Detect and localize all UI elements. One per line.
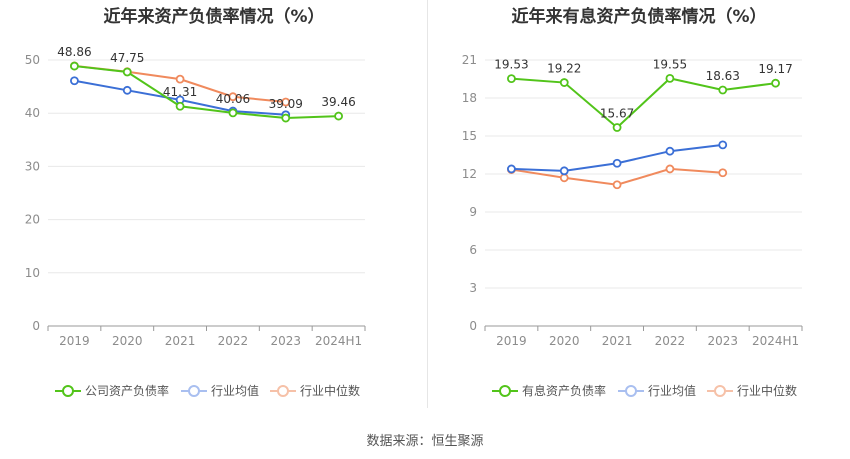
y-tick-label: 0 (32, 319, 40, 333)
y-tick-label: 40 (25, 106, 40, 120)
data-point-company (228, 108, 238, 118)
data-label: 19.17 (758, 62, 792, 76)
data-label: 19.55 (653, 57, 687, 71)
data-point-company (175, 101, 185, 111)
data-point-industry-avg (70, 76, 79, 86)
x-tick-label: 2020 (549, 334, 580, 348)
data-label: 39.09 (269, 97, 303, 111)
legend-interest-company-label: 有息资产负债率 (522, 384, 607, 398)
right-legend: 有息资产负债率 行业均值 行业中位数 (492, 381, 822, 401)
data-point-company (718, 85, 728, 95)
x-tick-label: 2021 (165, 334, 196, 348)
x-tick-label: 2019 (496, 334, 527, 348)
data-point-industry-avg (718, 140, 728, 150)
y-tick-label: 10 (25, 266, 40, 280)
data-point-company (334, 111, 343, 121)
legend-company-label: 公司资产负债率 (85, 384, 170, 398)
y-tick-label: 6 (469, 243, 477, 257)
data-label: 47.75 (110, 51, 144, 65)
panel-divider (427, 0, 428, 408)
right-line-chart: 0 3 6 9 12 15 18 21 2019 2020 2021 2022 2023 2024H1 19… (462, 53, 803, 348)
right-chart-title: 近年来有息资产负债率情况（%） (511, 7, 767, 27)
data-point-industry-avg (612, 158, 622, 168)
data-label: 18.63 (706, 69, 740, 83)
x-tick-label: 2024H1 (315, 334, 362, 348)
data-point-industry-median (559, 173, 569, 183)
data-source-footer: 数据来源：恒生聚源 (366, 434, 484, 449)
legend-industry-median-label: 行业中位数 (300, 384, 361, 398)
data-point-industry-avg (559, 166, 569, 176)
data-point-company (771, 78, 780, 88)
data-point-industry-median (281, 97, 291, 107)
data-label: 15.67 (600, 107, 634, 121)
data-point-industry-median (612, 180, 622, 190)
data-label: 39.46 (321, 95, 355, 109)
data-point-company (507, 74, 516, 84)
y-tick-label: 0 (469, 319, 477, 333)
legend-interest-industry-avg-label: 行业均值 (648, 384, 697, 398)
left-chart-title: 近年来资产负债率情况（%） (103, 7, 325, 27)
y-tick-label: 30 (25, 159, 40, 173)
legend-interest-industry-median-label: 行业中位数 (737, 384, 798, 398)
series-line-company (511, 77, 776, 129)
data-label: 19.53 (494, 58, 528, 72)
data-point-company (665, 73, 675, 83)
data-point-industry-median (175, 74, 185, 84)
series-line-company (74, 65, 339, 120)
x-tick-label: 2023 (270, 334, 301, 348)
data-point-industry-avg (122, 85, 132, 95)
x-tick-label: 2023 (707, 334, 738, 348)
data-point-industry-avg (665, 146, 675, 156)
data-label: 40.06 (216, 92, 250, 106)
data-point-company (281, 113, 291, 123)
data-point-industry-median (718, 168, 728, 178)
x-tick-label: 2022 (655, 334, 686, 348)
y-tick-label: 15 (462, 129, 477, 143)
x-tick-label: 2024H1 (752, 334, 799, 348)
legend-industry-avg-marker (181, 385, 207, 397)
x-tick-label: 2019 (59, 334, 90, 348)
data-point-industry-avg (507, 164, 516, 174)
x-tick-label: 2021 (602, 334, 633, 348)
data-label: 19.22 (547, 62, 581, 76)
left-line-chart: 0 10 20 30 40 50 2019 2020 2021 2022 2023 2024H1 48.… (25, 45, 366, 348)
y-tick-label: 20 (25, 213, 40, 227)
legend-interest-industry-median-marker (707, 385, 733, 397)
legend-industry-avg-label: 行业均值 (211, 384, 260, 398)
data-point-industry-median (665, 164, 675, 174)
data-label: 48.86 (57, 45, 91, 59)
legend-company-marker (55, 385, 81, 397)
left-legend: 公司资产负债率 行业均值 行业中位数 (55, 381, 385, 401)
y-tick-label: 21 (462, 53, 477, 67)
legend-interest-company-marker (492, 385, 518, 397)
data-point-company (70, 61, 79, 71)
x-tick-label: 2020 (112, 334, 143, 348)
y-tick-label: 18 (462, 91, 477, 105)
data-label: 41.31 (163, 85, 197, 99)
legend-industry-median-marker (270, 385, 296, 397)
y-tick-label: 3 (469, 281, 477, 295)
data-point-company (612, 123, 622, 132)
y-tick-label: 50 (25, 53, 40, 67)
data-point-company (559, 78, 569, 87)
data-point-industry-median (228, 92, 238, 102)
legend-interest-industry-avg-marker (618, 385, 644, 397)
x-tick-label: 2022 (218, 334, 249, 348)
y-tick-label: 12 (462, 167, 477, 181)
data-point-company (122, 67, 132, 77)
y-tick-label: 9 (469, 205, 477, 219)
